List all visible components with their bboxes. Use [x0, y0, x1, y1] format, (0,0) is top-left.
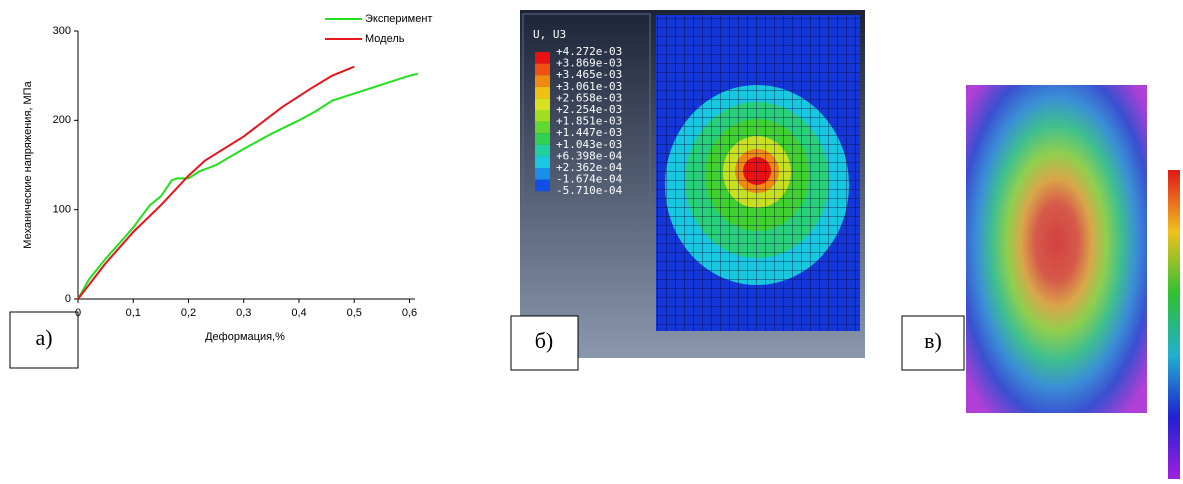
y-tick-label: 100	[53, 204, 71, 216]
x-axis-label: Деформация,%	[205, 331, 285, 343]
fem-legend-swatch	[535, 110, 550, 122]
fem-legend-swatch	[535, 98, 550, 110]
fem-legend-swatch	[535, 122, 550, 134]
dic-image	[966, 85, 1180, 479]
x-tick-label: 0,5	[347, 307, 362, 319]
x-tick-label: 0,1	[126, 307, 141, 319]
x-tick-label: 0	[75, 307, 81, 319]
fem-legend-swatch	[535, 145, 550, 157]
series-line	[78, 67, 354, 299]
fem-legend-swatch	[535, 133, 550, 145]
fem-legend-swatch	[535, 180, 550, 192]
x-tick-label: 0,3	[236, 307, 251, 319]
fem-legend-swatch	[535, 168, 550, 180]
fem-legend-swatch	[535, 156, 550, 168]
fem-legend-swatch	[535, 52, 550, 64]
panel-label: в)	[924, 328, 942, 353]
fem-legend-swatch	[535, 64, 550, 76]
panel-label: б)	[535, 328, 554, 353]
x-tick-label: 0,6	[402, 307, 417, 319]
fem-legend-title: U, U3	[533, 28, 566, 41]
fem-legend-label: -5.710e-04	[556, 184, 623, 197]
y-tick-label: 200	[53, 114, 71, 126]
x-tick-label: 0,4	[291, 307, 306, 319]
figure: а) б) в) U, U3 Деформация,% Механические…	[0, 0, 1183, 479]
fem-legend-swatch	[535, 75, 550, 87]
y-tick-label: 0	[65, 293, 71, 305]
panel-label: а)	[35, 325, 52, 350]
y-tick-label: 300	[53, 25, 71, 37]
y-axis-label: Механические напряжения, МПа	[22, 80, 34, 248]
legend-label: Модель	[365, 33, 405, 45]
series-line	[78, 74, 418, 299]
x-tick-label: 0,2	[181, 307, 196, 319]
legend-label: Эксперимент	[365, 13, 432, 25]
fem-legend-swatch	[535, 87, 550, 99]
